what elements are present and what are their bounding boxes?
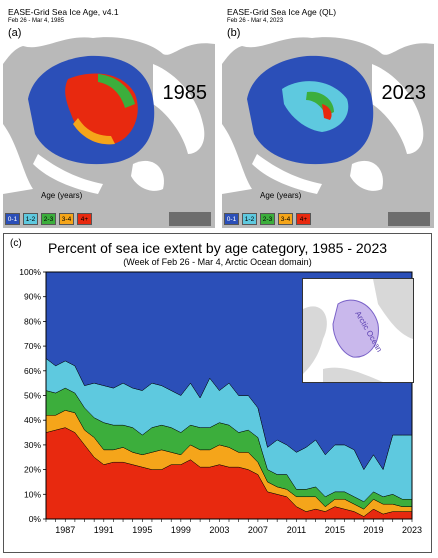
legend-item-0-1: 0-1 — [5, 213, 20, 225]
legend-item-2-3: 2-3 — [41, 213, 56, 225]
sea-ice-map-2023 — [222, 4, 434, 194]
y-tick-label: 60% — [24, 366, 41, 376]
legend-item-3-4: 3-4 — [59, 213, 74, 225]
credit-logo-block — [169, 212, 211, 226]
map-year: 2023 — [381, 82, 427, 104]
legend-item-3-4: 3-4 — [278, 213, 293, 225]
x-tick-label: 2003 — [209, 525, 229, 535]
y-tick-label: 90% — [24, 292, 41, 302]
legend-item-4plus: 4+ — [77, 213, 92, 225]
x-tick-label: 2015 — [325, 525, 345, 535]
x-tick-label: 1991 — [94, 525, 114, 535]
y-tick-label: 70% — [24, 341, 41, 351]
panel-letter: (a) — [8, 27, 22, 39]
map-title: EASE-Grid Sea Ice Age (QL) — [227, 7, 337, 17]
y-tick-label: 10% — [24, 489, 41, 499]
panel-letter: (b) — [227, 27, 241, 39]
map-panel-2023: EASE-Grid Sea Ice Age (QL) Feb 26 - Mar … — [222, 4, 434, 228]
map-title: EASE-Grid Sea Ice Age, v4.1 — [8, 7, 119, 17]
x-tick-label: 2011 — [287, 525, 306, 535]
x-tick-label: 2023 — [402, 525, 422, 535]
inset-map-graphic: Arctic Ocean — [303, 279, 413, 382]
age-legend: 0-1 1-2 2-3 3-4 4+ — [5, 213, 95, 225]
arctic-ocean-inset-map: Arctic Ocean — [302, 278, 414, 383]
age-percent-chart-panel: (c) Percent of sea ice extent by age cat… — [3, 233, 432, 553]
panel-letter: (c) — [10, 238, 22, 249]
x-tick-label: 1999 — [171, 525, 191, 535]
sea-ice-map-1985 — [3, 4, 215, 194]
x-tick-label: 1987 — [55, 525, 75, 535]
y-tick-label: 30% — [24, 440, 41, 450]
chart-title: Percent of sea ice extent by age categor… — [47, 240, 388, 256]
map-year: 1985 — [162, 82, 208, 104]
chart-subtitle: (Week of Feb 26 - Mar 4, Arctic Ocean do… — [123, 257, 312, 267]
age-legend: 0-1 1-2 2-3 3-4 4+ — [224, 213, 314, 225]
legend-item-2-3: 2-3 — [260, 213, 275, 225]
x-tick-label: 2019 — [363, 525, 383, 535]
age-legend-title: Age (years) — [41, 191, 83, 200]
map-panel-1985: EASE-Grid Sea Ice Age, v4.1 Feb 26 - Mar… — [3, 4, 215, 228]
age-legend-title: Age (years) — [260, 191, 302, 200]
y-tick-label: 0% — [29, 514, 42, 524]
y-tick-label: 80% — [24, 316, 41, 326]
map-date: Feb 26 - Mar 4, 2023 — [227, 18, 284, 24]
credit-logo-block — [388, 212, 430, 226]
y-tick-label: 100% — [19, 267, 41, 277]
y-tick-label: 20% — [24, 465, 41, 475]
legend-item-1-2: 1-2 — [242, 213, 257, 225]
legend-item-1-2: 1-2 — [23, 213, 38, 225]
x-tick-label: 1995 — [132, 525, 152, 535]
legend-item-4plus: 4+ — [296, 213, 311, 225]
legend-item-0-1: 0-1 — [224, 213, 239, 225]
y-tick-label: 40% — [24, 415, 41, 425]
map-date: Feb 26 - Mar 4, 1985 — [8, 18, 65, 24]
y-tick-label: 50% — [24, 391, 41, 401]
x-tick-label: 2007 — [248, 525, 268, 535]
